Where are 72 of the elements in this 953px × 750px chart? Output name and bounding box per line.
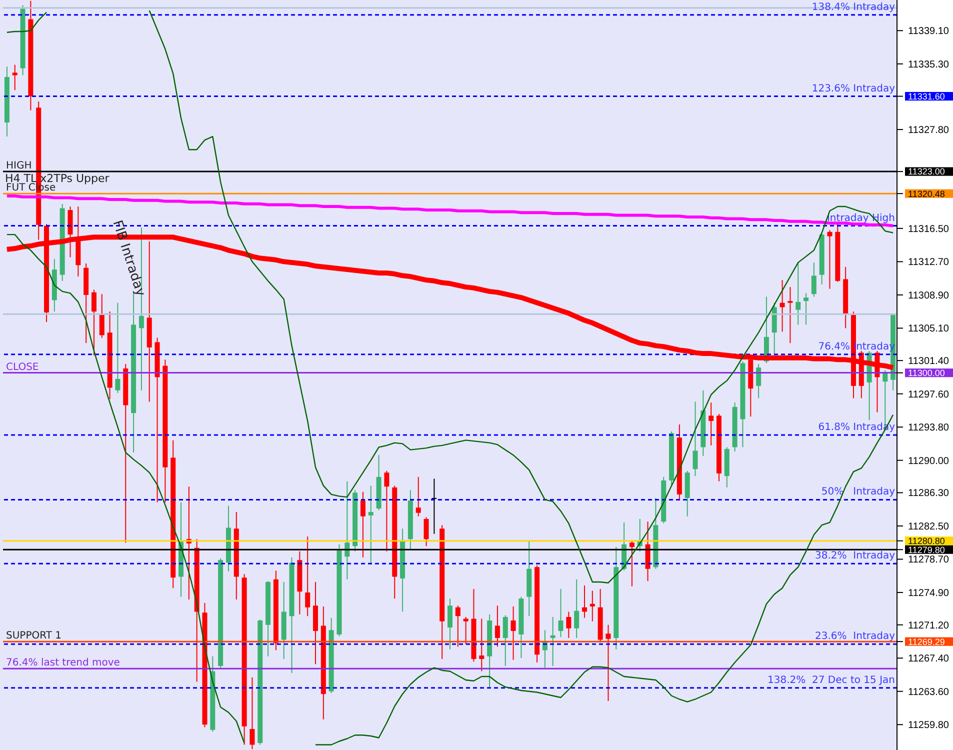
ref-line-label: HIGH: [6, 160, 32, 172]
y-tick-label: 11305.10: [908, 324, 950, 335]
ref-line-label: 50% Intraday: [821, 486, 896, 498]
y-tick-label: 11339.10: [908, 26, 950, 38]
ref-line-label: 76.4% last trend move: [6, 658, 120, 669]
candlestick: [804, 292, 809, 326]
candlestick: [550, 616, 556, 666]
y-tick-label: 11282.50: [908, 521, 950, 532]
candlestick: [12, 64, 18, 91]
y-tick-label: 11259.80: [908, 720, 950, 732]
y-tick-label: 11331.60: [908, 91, 945, 102]
y-tick-label: 11279.80: [908, 544, 945, 555]
y-tick-label: 11297.60: [908, 389, 950, 400]
candlestick: [692, 401, 698, 477]
candlestick: [99, 294, 104, 338]
y-tick-label: 11312.70: [908, 257, 950, 268]
candlestick: [574, 578, 580, 638]
y-tick-label: 11286.30: [908, 488, 950, 500]
candlestick: [360, 491, 366, 558]
y-tick-label: 11263.60: [908, 686, 950, 698]
y-tick-label: 11280.80: [908, 536, 945, 546]
candlestick: [590, 590, 595, 622]
candlestick: [494, 605, 500, 648]
candlestick: [510, 606, 516, 660]
y-tick-label: 11300.00: [908, 368, 945, 378]
ref-line-label: SUPPORT 1: [6, 630, 62, 642]
y-tick-label: 11267.40: [908, 654, 950, 665]
candlestick: [502, 614, 508, 666]
candlestick: [708, 402, 714, 446]
ref-line-label: 38.2% Intraday: [815, 550, 896, 562]
y-tick-label: 11301.40: [908, 356, 950, 368]
y-tick-label: 11308.90: [908, 290, 950, 302]
y-tick-label: 11274.90: [908, 588, 950, 599]
candlestick: [91, 289, 96, 356]
candlestick: [384, 470, 390, 552]
candlestick: [250, 676, 255, 750]
y-tick-label: 11323.00: [908, 166, 945, 177]
ref-line-label: 138.4% Intraday: [812, 2, 896, 13]
candlestick: [796, 262, 801, 326]
y-tick-label: 11335.30: [908, 59, 950, 70]
candlestick: [455, 605, 460, 648]
candlestick: [368, 485, 374, 565]
candlestick: [432, 478, 437, 534]
candlestick: [479, 618, 484, 672]
candlestick: [811, 262, 816, 298]
y-tick-label: 11293.80: [908, 422, 950, 434]
ref-line-label: 23.6% Intraday: [815, 631, 896, 642]
candlestick: [448, 598, 452, 650]
ref-line-label: 123.6% Intraday: [812, 83, 896, 94]
candlestick: [629, 540, 634, 587]
candlestick: [305, 536, 310, 617]
candlestick: [463, 616, 468, 645]
candlestick: [606, 624, 611, 702]
ref-line-label: CLOSE: [6, 362, 39, 373]
candlestick: [756, 364, 762, 399]
candlestick: [416, 476, 421, 517]
y-tick-label: 11271.20: [908, 620, 950, 632]
candlestick: [780, 280, 785, 332]
candlestick: [582, 584, 587, 618]
y-tick-label: 11278.70: [908, 554, 950, 566]
y-tick-label: 11320.48: [908, 188, 945, 199]
candlestick: [566, 611, 572, 638]
y-tick-label: 11316.50: [908, 224, 950, 235]
candlestick: [788, 286, 793, 344]
candlestick: [115, 302, 120, 394]
y-tick-label: 11327.80: [908, 125, 950, 136]
candlestick: [558, 588, 564, 638]
y-tick-label: 11269.29: [908, 636, 945, 647]
candlestick: [827, 230, 832, 290]
candlestick: [424, 516, 429, 547]
ref-line-label: 138.2% 27 Dec to 15 Jan: [768, 674, 895, 686]
y-tick-label: 11290.00: [908, 456, 950, 467]
